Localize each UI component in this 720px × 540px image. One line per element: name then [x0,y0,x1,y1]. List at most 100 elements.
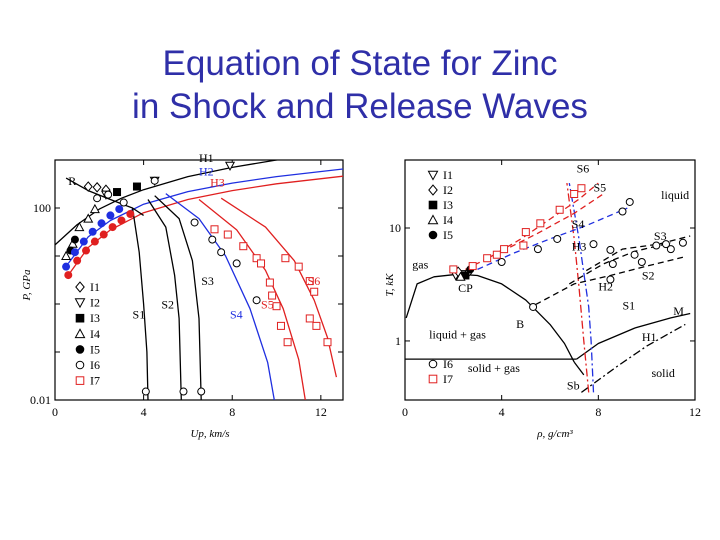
legend-marker-i7 [75,376,85,385]
x-tick-label: 8 [229,405,235,419]
region-label: solid + gas [468,361,520,375]
curve-s2 [147,199,182,400]
curve-s5 [198,198,306,400]
region-label: S5 [594,181,607,195]
legend-marker-i5 [428,230,438,240]
point-i6 [141,387,150,396]
point-i7 [312,321,321,330]
point-i3 [132,182,141,191]
point-i6 [217,248,226,257]
legend-marker-i6 [75,360,85,370]
x-tick-label: 4 [499,405,505,419]
point-blue-filled [62,262,71,271]
point-i6 [497,257,506,266]
region-label: S1 [623,298,636,312]
legend-label-i1: I1 [443,168,453,182]
point-i7 [500,245,509,254]
curve-s3 [154,195,202,400]
point-i7 [268,291,277,300]
point-i7 [555,205,564,214]
curve-s6 [489,182,599,258]
point-i7 [276,321,285,330]
point-i7 [294,262,303,271]
point-i2 [224,161,236,171]
curve-binodal [405,273,575,363]
region-label: M [673,304,684,318]
point-i6 [637,257,646,266]
point-i5 [70,235,79,244]
curve-h1 [581,323,686,393]
point-blue-filled [106,211,115,220]
point-i6 [93,194,102,203]
region-label: H3 [572,240,587,254]
point-blue-filled [97,219,106,228]
x-tick-label: 0 [52,405,58,419]
region-label: S6 [577,162,590,176]
point-i7 [281,254,290,263]
point-i7 [310,287,319,296]
region-label: Sb [567,379,580,393]
point-i7 [492,250,501,259]
x-tick-label: 12 [315,405,327,419]
curve-label-s4: S4 [230,307,243,321]
point-i6 [618,207,627,216]
region-label: H1 [642,330,657,344]
region-label: liquid + gas [429,328,486,342]
point-i7 [239,242,248,251]
point-i6 [529,302,538,311]
point-red-filled [108,223,117,232]
y-tick-label: 10 [389,221,401,235]
legend-marker-i4 [74,328,86,339]
point-red-filled [90,237,99,246]
curves [405,182,691,393]
point-red-filled [64,271,73,280]
y-tick-label: 1 [395,334,401,348]
point-i6 [678,238,687,247]
point-red-filled [73,256,82,265]
point-i7 [283,338,292,347]
point-i6 [589,240,598,249]
point-red-filled [99,230,108,239]
point-i7 [223,230,232,239]
data-points [61,161,332,396]
y-axis-label: P, GPa [21,269,33,301]
x-tick-label: 8 [595,405,601,419]
curve-label-s3: S3 [201,274,214,288]
y-tick-label: 0.01 [30,393,51,407]
point-i4 [74,221,85,232]
x-axis-label: ρ, g/cm³ [536,428,573,440]
point-blue-filled [115,205,124,214]
point-i4 [455,271,466,281]
curve-melting-m [576,312,691,360]
legend-label-i1: I1 [90,280,100,294]
legend-label-i5: I5 [90,342,100,356]
point-blue-filled [79,237,88,246]
point-i7 [272,302,281,311]
slide-title: Equation of State for Zinc in Shock and … [0,42,720,128]
point-i7 [305,277,314,286]
point-i7 [449,265,458,274]
curve-label-h3: H3 [210,176,225,190]
point-i7 [536,219,545,228]
region-label: gas [412,257,428,271]
curve-h3 [566,183,590,393]
x-tick-label: 0 [402,405,408,419]
curve-liquid-branch [573,361,585,376]
legend-label-i6: I6 [443,357,453,371]
point-i4 [61,250,72,260]
point-i6 [190,218,199,227]
plot-frame [54,159,344,401]
point-i6 [608,260,617,269]
point-i7 [257,259,266,268]
curve-s4 [477,207,628,270]
point-red-filled [117,216,126,225]
temperature-density-chart: 0 4 8 12 1 10 ρ, g/cm³ T, kK liquid gas CP Bliquid … [384,159,701,440]
curve-label-h1: H1 [199,151,214,165]
legend-marker-i2 [74,298,86,309]
point-i6 [150,176,159,185]
curve-s5 [465,193,604,270]
point-i7 [252,254,261,263]
point-i6 [197,387,206,396]
point-i7 [323,338,332,347]
legend-marker-i3 [75,313,85,323]
